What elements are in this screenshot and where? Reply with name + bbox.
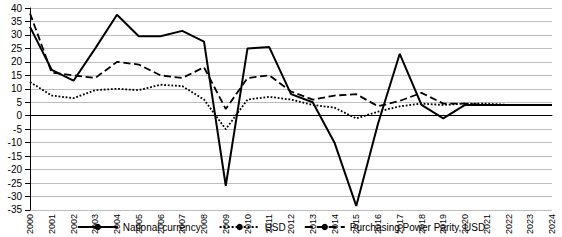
svg-text:-5: -5 (13, 124, 22, 135)
svg-text:2008: 2008 (199, 214, 209, 234)
svg-text:2023: 2023 (525, 214, 535, 234)
svg-text:20: 20 (11, 56, 23, 67)
svg-text:2013: 2013 (308, 214, 318, 234)
svg-text:2003: 2003 (90, 214, 100, 234)
svg-text:10: 10 (11, 83, 23, 94)
svg-text:2024: 2024 (547, 214, 557, 234)
svg-text:40: 40 (11, 3, 23, 14)
svg-text:30: 30 (11, 29, 23, 40)
svg-text:2004: 2004 (112, 214, 122, 234)
svg-text:2022: 2022 (504, 214, 514, 234)
svg-text:35: 35 (11, 16, 23, 27)
svg-text:15: 15 (11, 70, 23, 81)
svg-text:0: 0 (16, 110, 22, 121)
svg-text:Purchasing Power Parity, USD: Purchasing Power Parity, USD (350, 222, 485, 233)
svg-text:USD: USD (265, 222, 286, 233)
svg-text:National currency: National currency (123, 222, 201, 233)
svg-text:2014: 2014 (330, 214, 340, 234)
svg-text:-35: -35 (8, 204, 23, 215)
svg-text:2012: 2012 (286, 214, 296, 234)
svg-text:2002: 2002 (69, 214, 79, 234)
svg-text:2009: 2009 (221, 214, 231, 234)
svg-text:-30: -30 (8, 191, 23, 202)
svg-text:-20: -20 (8, 164, 23, 175)
svg-text:2001: 2001 (47, 214, 57, 234)
svg-text:2021: 2021 (481, 214, 492, 234)
svg-text:2010: 2010 (243, 214, 253, 234)
svg-text:-10: -10 (8, 137, 23, 148)
svg-text:5: 5 (16, 97, 22, 108)
svg-text:2000: 2000 (25, 214, 35, 234)
svg-text:-15: -15 (8, 151, 23, 162)
svg-text:-25: -25 (8, 178, 23, 189)
svg-text:25: 25 (11, 43, 23, 54)
